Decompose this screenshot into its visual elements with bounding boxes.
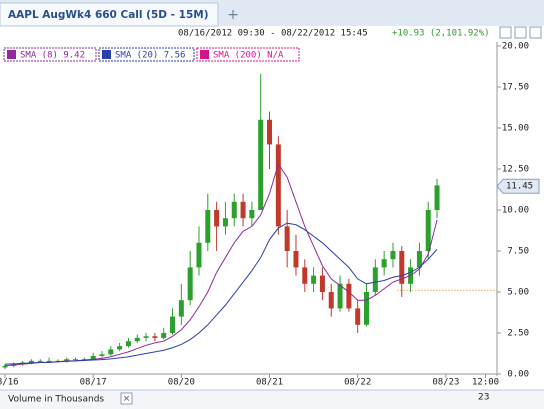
- candle-body: [346, 283, 352, 309]
- legend-swatch: [7, 50, 16, 59]
- y-tick-label: 2.50: [507, 329, 529, 339]
- x-tick-label: 08/22: [344, 378, 371, 388]
- candle-body: [416, 251, 422, 268]
- y-tick-label: 20.00: [502, 42, 529, 52]
- candle-body: [284, 226, 290, 251]
- legend-box: [3, 47, 97, 62]
- y-tick-label: 15.00: [502, 124, 529, 134]
- candle-body: [434, 185, 440, 210]
- x-tick-label: 08/20: [168, 378, 195, 388]
- legend-label: SMA (20) 7.56: [115, 51, 185, 61]
- y-tick-label: 5.00: [507, 288, 529, 298]
- volume-label: Volume in Thousands: [8, 395, 104, 405]
- candle-body: [134, 337, 140, 342]
- candle-body: [37, 360, 43, 362]
- candle-body: [161, 333, 167, 338]
- x-tick-label: 08/23: [432, 378, 459, 388]
- candle-body: [249, 210, 255, 219]
- candle-body: [205, 210, 211, 243]
- y-tick-label: 12.50: [502, 165, 529, 175]
- sma-line: [4, 222, 438, 365]
- candle-body: [355, 308, 361, 325]
- candle-body: [143, 336, 149, 338]
- candle-body: [319, 275, 325, 292]
- close-icon[interactable]: ✕: [123, 395, 131, 405]
- candle-body: [108, 349, 114, 355]
- sma-line: [4, 162, 438, 367]
- legend-swatch: [102, 50, 111, 59]
- candle-body: [170, 316, 176, 333]
- x-tick-label: 08/17: [80, 378, 107, 388]
- candle-body: [337, 283, 343, 309]
- y-tick-label: 0.00: [507, 370, 529, 380]
- candle-body: [152, 336, 158, 338]
- price-badge: [496, 178, 540, 194]
- candle-body: [293, 251, 299, 268]
- y-tick-label: 17.50: [502, 83, 529, 93]
- legend-box: [98, 47, 195, 62]
- candle-body: [302, 267, 308, 284]
- volume-panel: [0, 390, 544, 409]
- candle-body: [73, 359, 79, 361]
- tab[interactable]: [0, 2, 219, 27]
- icon[interactable]: [514, 26, 527, 39]
- y-tick-label: 10.00: [502, 206, 529, 216]
- x-tick-label: 12:00: [472, 378, 499, 388]
- candle-body: [425, 210, 431, 251]
- x-tick-label: 08/16: [0, 378, 19, 388]
- candle-body: [99, 354, 105, 356]
- x-tick-label: 08/21: [256, 378, 283, 388]
- candle-body: [117, 346, 123, 350]
- candle-body: [399, 251, 405, 284]
- candle-body: [328, 292, 334, 309]
- candle-body: [64, 359, 70, 361]
- legend-label: SMA (8) 9.42: [20, 51, 85, 61]
- y-tick-label: 7.50: [507, 247, 529, 257]
- candle-body: [381, 259, 387, 268]
- candle-body: [2, 365, 8, 368]
- legend-swatch: [200, 50, 209, 59]
- candle-body: [275, 144, 281, 227]
- candle-body: [390, 251, 396, 260]
- range-text: 08/16/2012 09:30 - 08/22/2012 15:45: [178, 29, 368, 39]
- candle-body: [196, 242, 202, 268]
- candle-body: [28, 360, 34, 363]
- candle-body: [231, 201, 237, 219]
- candle-body: [222, 218, 228, 227]
- candle-body: [90, 355, 96, 360]
- candle-body: [240, 201, 246, 219]
- change-text: +10.93 (2,101.92%): [392, 29, 490, 39]
- volume-tick: 23: [478, 393, 489, 403]
- candle-body: [372, 267, 378, 292]
- candle-body: [46, 360, 52, 362]
- candle-body: [125, 341, 131, 347]
- candle-body: [187, 267, 193, 301]
- add-tab[interactable]: +: [227, 7, 239, 23]
- candle-body: [311, 275, 317, 284]
- chart-title: AAPL AugWk4 660 Call (5D - 15M): [8, 9, 209, 21]
- candle-body: [364, 292, 370, 325]
- close-button[interactable]: [120, 392, 133, 405]
- icon[interactable]: [529, 26, 542, 39]
- candle-body: [214, 210, 220, 227]
- icon[interactable]: [499, 26, 512, 39]
- candle-body: [267, 119, 273, 145]
- candle-body: [258, 119, 264, 210]
- price-badge-label: 11.45: [506, 182, 533, 192]
- legend-label: SMA (200) N/A: [213, 51, 284, 61]
- legend-box: [196, 47, 300, 62]
- candle-body: [178, 300, 184, 317]
